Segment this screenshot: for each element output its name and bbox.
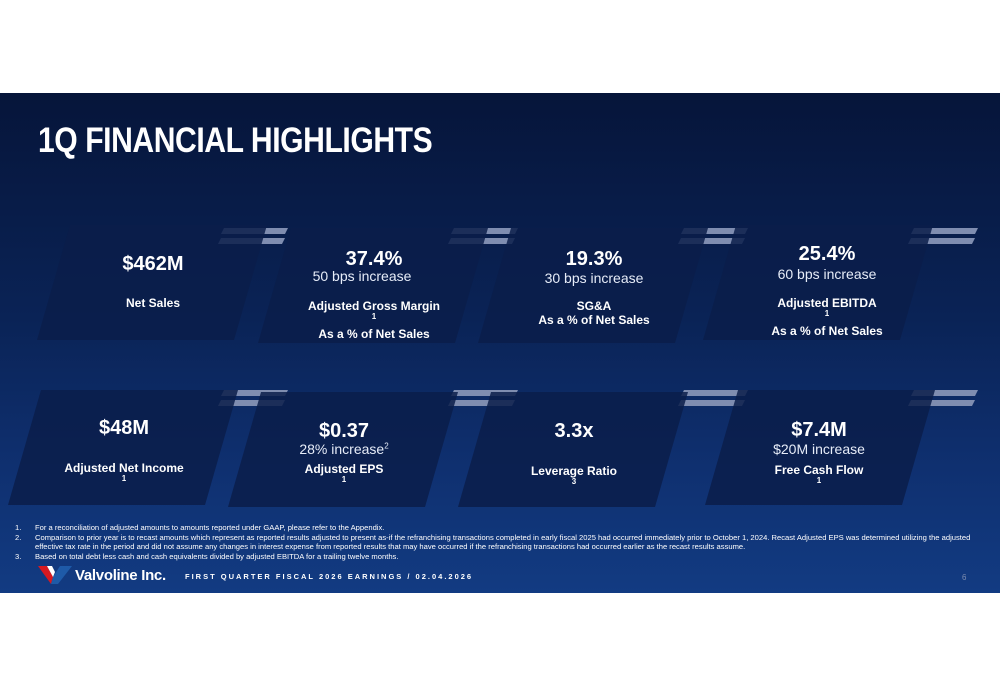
metric-card-eps: $0.37 28% increase2 Adjusted EPS 1 xyxy=(228,392,458,507)
metric-label: Adjusted Gross Margin 1 As a % of Net Sal… xyxy=(307,299,441,341)
metric-value: $0.37 xyxy=(318,420,370,442)
page-title: 1Q FINANCIAL HIGHLIGHTS xyxy=(38,121,433,160)
metric-card-ebitda: 25.4% 60 bps increase Adjusted EBITDA 1 A… xyxy=(703,225,933,340)
footer-text: FIRST QUARTER FISCAL 2026 EARNINGS / 02.… xyxy=(185,572,474,581)
page-number: 6 xyxy=(962,573,967,582)
metric-label: Free Cash Flow 1 xyxy=(774,463,864,485)
metric-value: $462M xyxy=(122,253,184,275)
metric-label: Net Sales xyxy=(125,296,181,310)
metric-card-gross-margin: 37.4% 50 bps increase Adjusted Gross Mar… xyxy=(258,228,488,343)
metric-change: 28% increase2 xyxy=(299,441,389,457)
metric-card-sga: 19.3% 30 bps increase SG&A As a % of Net… xyxy=(478,228,708,343)
metric-value: $7.4M xyxy=(791,419,847,441)
decorative-stripes xyxy=(678,390,748,406)
footnotes: 1. For a reconciliation of adjusted amoun… xyxy=(15,523,975,561)
metric-change: 30 bps increase xyxy=(544,270,644,286)
slide: 1Q FINANCIAL HIGHLIGHTS $462M Net Sales … xyxy=(0,93,1000,593)
metric-label: Leverage Ratio 3 xyxy=(530,464,618,486)
metric-label: Adjusted Net Income 1 xyxy=(64,461,184,483)
metric-value: 3.3x xyxy=(554,420,594,442)
metric-change: 60 bps increase xyxy=(777,266,877,282)
metric-value: $48M xyxy=(98,417,150,439)
metric-change: $20M increase xyxy=(773,441,865,457)
metric-value: 25.4% xyxy=(798,243,856,265)
footnote: 2. Comparison to prior year is to recast … xyxy=(15,532,971,552)
company-logo: Valvoline Inc. xyxy=(38,565,166,585)
footnote: 3. Based on total debt less cash and cash… xyxy=(15,551,399,561)
valvoline-v-icon xyxy=(38,566,72,584)
metric-value: 37.4% xyxy=(345,248,403,270)
metric-value: 19.3% xyxy=(565,248,623,270)
metric-card-net-income: $48M Adjusted Net Income 1 xyxy=(8,390,238,505)
logo-text: Valvoline Inc. xyxy=(75,566,166,584)
metric-card-leverage: 3.3x Leverage Ratio 3 xyxy=(458,392,688,507)
footnote: 1. For a reconciliation of adjusted amoun… xyxy=(15,523,385,532)
metric-label: SG&A As a % of Net Sales xyxy=(538,299,650,327)
metric-label: Adjusted EBITDA 1 As a % of Net Sales xyxy=(771,296,883,338)
metric-change: 50 bps increase xyxy=(312,268,412,284)
metric-card-free-cash-flow: $7.4M $20M increase Free Cash Flow 1 xyxy=(705,390,935,505)
metric-label: Adjusted EPS 1 xyxy=(304,462,384,484)
metric-card-net-sales: $462M Net Sales xyxy=(37,225,267,340)
